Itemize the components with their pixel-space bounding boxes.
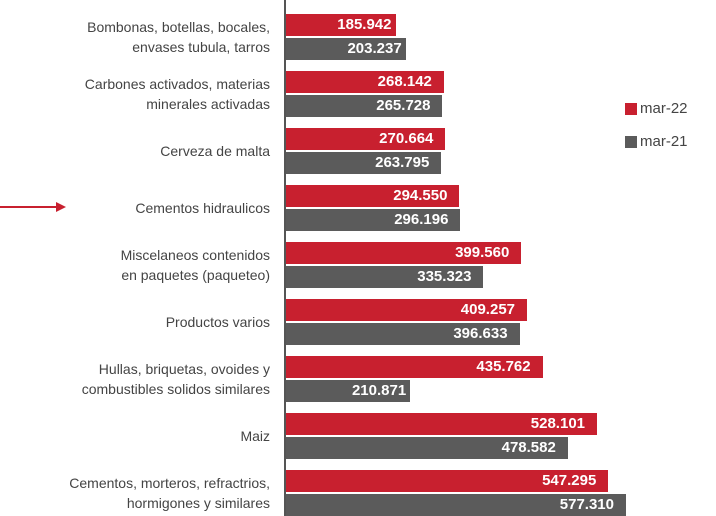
value-label: 577.310 [559, 496, 614, 513]
bar [286, 413, 598, 435]
value-label: 396.633 [453, 325, 508, 342]
bar [286, 152, 442, 174]
bar [286, 323, 520, 345]
bar [286, 356, 543, 378]
bar [286, 95, 443, 117]
bar [286, 299, 528, 321]
bar [286, 494, 626, 516]
legend-item: mar-21 [625, 133, 688, 150]
value-label: 185.942 [337, 16, 392, 33]
value-label: 265.728 [376, 97, 431, 114]
arrow [0, 202, 66, 212]
cat: Cementos, morteros, refractrios, hormigo… [69, 475, 270, 511]
value-label: 270.664 [379, 130, 434, 147]
value-label: 296.196 [394, 211, 449, 228]
value-label: 210.871 [351, 382, 407, 399]
legend-label: mar-21 [640, 133, 688, 150]
cat: Carbones activados, materias minerales a… [84, 76, 270, 112]
cat: Miscelaneos contenidos en paquetes (paqu… [120, 247, 270, 283]
value-label: 478.582 [501, 439, 556, 456]
bar [286, 185, 460, 207]
bar [286, 14, 396, 36]
cat: Cerveza de malta [160, 143, 270, 159]
bar [286, 209, 461, 231]
cat: Productos varios [165, 314, 270, 330]
bar [286, 266, 484, 288]
bar [286, 38, 406, 60]
bar [286, 470, 609, 492]
value-label: 528.101 [530, 415, 586, 432]
bar [286, 71, 444, 93]
value-label: 335.323 [417, 268, 472, 285]
bar [286, 128, 446, 150]
value-label: 399.560 [455, 244, 510, 261]
legend-label: mar-22 [640, 100, 688, 117]
cat: Hullas, briquetas, ovoides y combustible… [81, 361, 270, 397]
bar [286, 242, 522, 264]
axis-line [284, 0, 286, 516]
cat: Bombonas, botellas, bocales, envases tub… [87, 19, 270, 55]
value-label: 268.142 [377, 73, 432, 90]
value-label: 435.762 [476, 358, 531, 375]
legend-item: mar-22 [625, 100, 688, 117]
value-label: 547.295 [542, 472, 597, 489]
value-label: 294.550 [393, 187, 448, 204]
cat: Maiz [240, 428, 270, 444]
legend-swatch [625, 102, 637, 115]
bar [286, 437, 568, 459]
value-label: 203.237 [347, 40, 402, 57]
cat: Cementos hidraulicos [135, 200, 270, 216]
legend-swatch [625, 135, 637, 148]
value-label: 409.257 [460, 301, 516, 318]
value-label: 263.795 [375, 154, 430, 171]
bar [286, 380, 411, 402]
